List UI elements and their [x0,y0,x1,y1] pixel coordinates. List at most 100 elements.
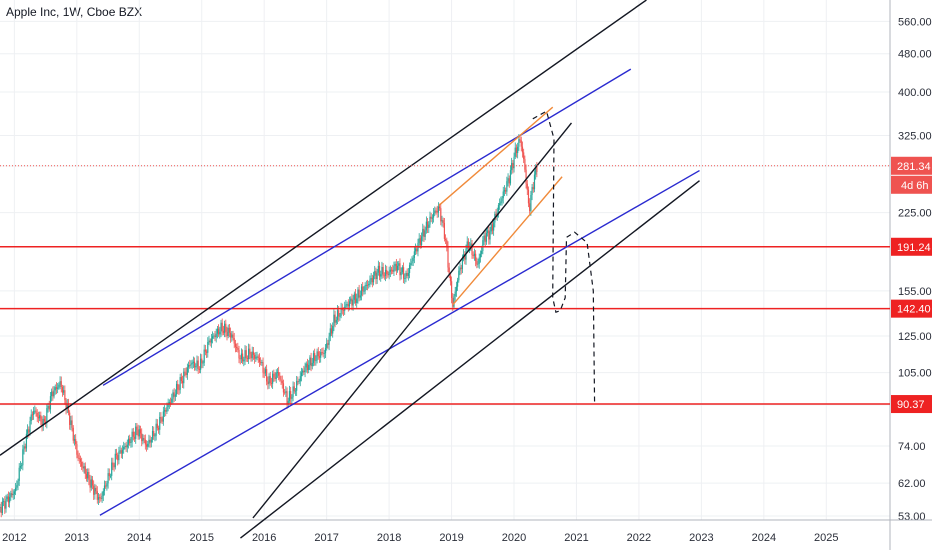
candle-body [329,328,331,337]
candle-body [286,391,288,404]
candle-body [500,201,502,204]
candle-body [278,372,280,376]
candle-body [400,272,402,276]
candle-body [376,272,378,280]
candle-body [506,181,508,192]
y-tick-label: 400.00 [898,87,932,99]
x-tick-label: 2020 [502,532,526,544]
candle-body [25,433,28,449]
candle-body [234,343,237,347]
candle-body [19,466,22,468]
candle-body [335,319,337,323]
candle-body [535,167,537,175]
x-tick-label: 2012 [2,532,26,544]
x-tick-label: 2015 [189,532,213,544]
candle-body [396,265,399,271]
candle-body [327,343,329,345]
candle-body [156,423,158,428]
candle-body [215,333,217,338]
candle-body [454,291,456,297]
candle-body [169,402,172,403]
candle-body [330,328,333,334]
candle-body [221,322,223,331]
candle-body [485,233,488,242]
candle-body [28,429,30,433]
candle-body [284,392,286,394]
candle-body [497,205,500,213]
candle-body [475,253,477,262]
candle-body [36,412,38,417]
candle-body [431,217,433,219]
y-tick-label: 480.00 [898,49,932,61]
candle-body [258,357,261,363]
candle-body [195,366,197,368]
candle-body [443,222,445,239]
candle-body [348,301,351,307]
candle-body [9,496,11,503]
candle-body [100,498,102,500]
candle-body [77,454,79,458]
candle-body [488,230,490,240]
candle-body [6,496,8,500]
candle-body [157,427,160,430]
candle-body [435,210,437,212]
candle-body [499,203,501,206]
candle-body [503,190,506,192]
candle-body [192,361,194,363]
candle-body [424,230,426,237]
candle-body [309,357,311,366]
candle-body [112,462,114,465]
candle-body [132,431,134,437]
candle-body [405,273,407,279]
candle-body [420,236,423,246]
x-tick-label: 2013 [65,532,89,544]
candle-body [184,371,186,373]
candle-body [103,485,106,491]
candle-body [21,465,23,467]
candle-body [201,358,203,364]
candle-body [57,387,59,389]
candle-body [402,267,405,279]
candle-body [422,228,424,237]
candle-body [297,380,299,382]
candle-body [324,347,327,354]
candle-body [55,387,58,389]
candle-body [144,439,146,445]
candle-body [135,426,137,439]
candle-body [263,372,265,374]
candle-body [185,372,187,375]
candle-body [102,490,104,496]
candle-body [416,248,418,252]
candle-body [512,162,514,169]
candle-body [293,386,295,392]
candle-body [336,310,339,320]
candle-body [536,167,538,173]
candle-body [269,376,271,384]
candle-body [281,380,283,384]
y-tick-label: 325.00 [898,131,932,143]
candle-body [305,363,307,368]
candle-body [371,278,373,283]
candle-body [266,369,268,382]
candle-body [47,405,49,409]
candle-body [52,391,54,397]
candle-body [342,310,345,311]
level-price-label: 142.40 [897,304,931,316]
candle-body [369,279,371,284]
candle-body [502,191,504,199]
candle-body [168,402,170,404]
candle-body [511,162,513,171]
candle-body [209,340,211,343]
candle-body [505,190,507,192]
candle-body [519,139,521,141]
candle-body [294,390,297,392]
candle-body [354,293,357,303]
candle-body [64,390,66,401]
candle-body [334,314,336,323]
candle-body [459,267,461,271]
candle-body [523,152,525,160]
candle-body [240,353,243,360]
candle-body [507,178,509,182]
candle-body [339,316,341,317]
